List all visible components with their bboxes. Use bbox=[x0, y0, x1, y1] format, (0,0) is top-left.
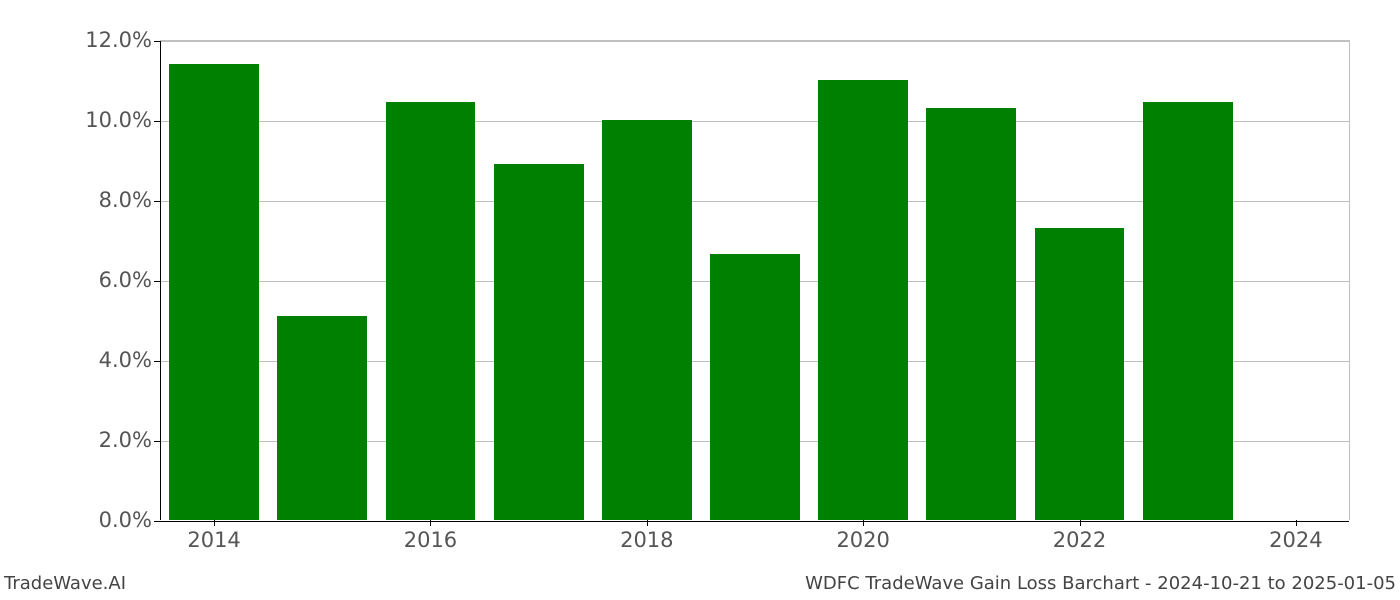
bar bbox=[386, 102, 476, 520]
y-tick-label: 10.0% bbox=[85, 108, 152, 132]
x-tick-mark bbox=[863, 520, 864, 526]
chart-title-footer: WDFC TradeWave Gain Loss Barchart - 2024… bbox=[805, 573, 1396, 594]
x-tick-label: 2020 bbox=[836, 528, 889, 552]
x-tick-mark bbox=[647, 520, 648, 526]
x-tick-label: 2024 bbox=[1269, 528, 1322, 552]
y-tick-label: 4.0% bbox=[99, 348, 152, 372]
bar-plot bbox=[160, 41, 1349, 520]
x-tick-mark bbox=[214, 520, 215, 526]
y-tick-label: 2.0% bbox=[99, 428, 152, 452]
bar bbox=[926, 108, 1016, 520]
y-tick-label: 0.0% bbox=[99, 508, 152, 532]
bar bbox=[494, 164, 584, 520]
x-tick-label: 2018 bbox=[620, 528, 673, 552]
x-tick-label: 2016 bbox=[404, 528, 457, 552]
x-tick-label: 2022 bbox=[1053, 528, 1106, 552]
chart-plot-area bbox=[160, 40, 1350, 520]
y-tick-mark bbox=[154, 521, 160, 522]
x-axis-line bbox=[160, 521, 1349, 522]
bar bbox=[602, 120, 692, 520]
y-tick-label: 6.0% bbox=[99, 268, 152, 292]
bar bbox=[710, 254, 800, 520]
bar bbox=[277, 316, 367, 520]
x-tick-mark bbox=[430, 520, 431, 526]
watermark-left: TradeWave.AI bbox=[4, 573, 126, 594]
gridline bbox=[160, 41, 1349, 42]
y-tick-label: 12.0% bbox=[85, 28, 152, 52]
bar bbox=[1035, 228, 1125, 520]
bar bbox=[1143, 102, 1233, 520]
bar bbox=[169, 64, 259, 520]
y-axis-line bbox=[160, 41, 161, 520]
x-tick-mark bbox=[1296, 520, 1297, 526]
x-tick-label: 2014 bbox=[187, 528, 240, 552]
x-tick-mark bbox=[1080, 520, 1081, 526]
bar bbox=[818, 80, 908, 520]
y-tick-label: 8.0% bbox=[99, 188, 152, 212]
